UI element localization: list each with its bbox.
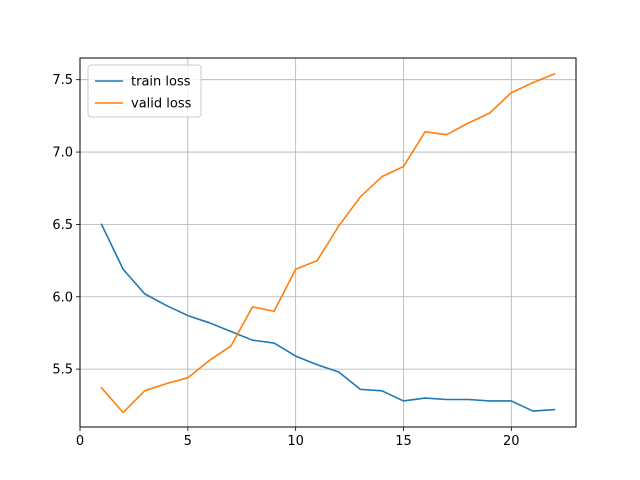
grid: [79, 58, 576, 427]
series-layer: [100, 72, 556, 414]
y-tick-label: 7.0: [52, 146, 73, 161]
y-tick-label: 6.0: [52, 290, 73, 305]
legend-label-valid-loss: valid loss: [131, 97, 192, 112]
x-tick-label: 15: [395, 434, 412, 449]
series-line-train-loss: [100, 223, 556, 412]
axis-ticks: 0 5 10 15 20 5.5 6.0 6.5 7.0 7.5: [52, 73, 519, 449]
legend: train loss valid loss: [87, 64, 202, 118]
x-tick-label: 20: [503, 434, 520, 449]
series-line-valid-loss: [100, 72, 556, 414]
x-tick-label: 0: [76, 434, 84, 449]
legend-label-train-loss: train loss: [131, 75, 191, 90]
y-tick-label: 6.5: [52, 218, 73, 233]
y-tick-label: 7.5: [52, 73, 73, 88]
x-tick-label: 10: [287, 434, 304, 449]
y-tick-label: 5.5: [52, 363, 73, 378]
x-tick-label: 5: [184, 434, 192, 449]
axes-frame: [79, 57, 577, 428]
legend-box: [87, 64, 202, 118]
